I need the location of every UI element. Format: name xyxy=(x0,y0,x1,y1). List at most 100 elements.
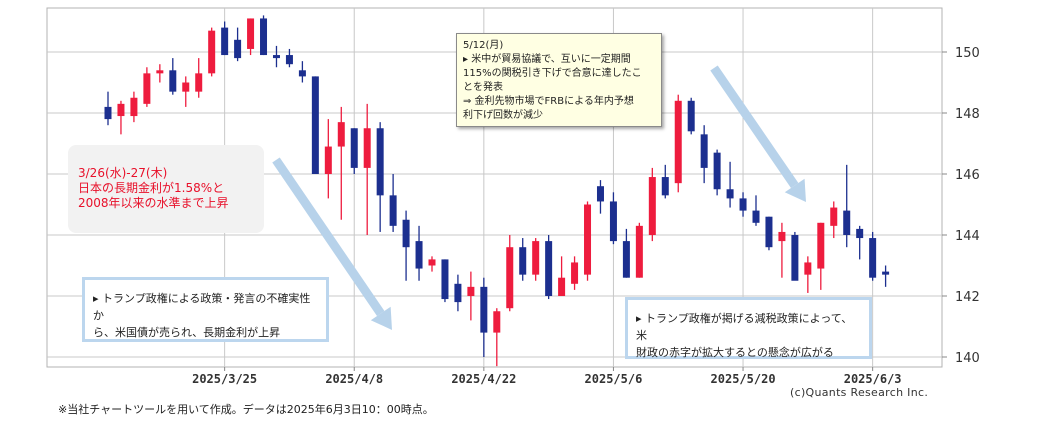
y-tick-label: 144 xyxy=(955,229,980,244)
annotation-jp-yield-line: 3/26(水)-27(木) xyxy=(78,166,168,180)
candle-body xyxy=(169,70,177,92)
candle-body xyxy=(532,241,540,275)
candle-body xyxy=(726,189,734,199)
x-tick-label: 2025/6/3 xyxy=(844,372,902,386)
candle-body xyxy=(804,262,812,275)
candle-body xyxy=(596,186,604,202)
candle-body xyxy=(389,195,397,226)
candle-body xyxy=(324,146,332,174)
candle-body xyxy=(182,82,190,92)
candle-body xyxy=(739,198,747,211)
candle-body xyxy=(558,277,566,296)
y-tick-label: 150 xyxy=(955,46,980,61)
candle-body xyxy=(402,219,410,248)
candle-body xyxy=(584,204,592,275)
candle-body xyxy=(195,73,203,92)
candle-body xyxy=(117,103,125,117)
candle-body xyxy=(752,210,760,223)
candle-body xyxy=(234,39,242,59)
annotation-trade-line: ⇒ 金利先物市場でFRBによる年内予想 xyxy=(463,96,634,107)
candle-body xyxy=(778,231,786,242)
candle-body xyxy=(363,128,371,168)
candle-body xyxy=(428,259,436,266)
annotation-trade-deal: 5/12(月) ▸ 米中が貿易協議で、互いに一定期間 115%の関税引き下げで合… xyxy=(456,33,662,127)
candle-body xyxy=(337,122,345,147)
candle-body xyxy=(272,55,280,59)
candle-body xyxy=(609,201,617,242)
candle-body xyxy=(791,235,799,281)
annotation-fiscal-line: ▸ トランプ政権が掲げる減税政策によって、米 xyxy=(636,312,853,342)
annotation-trade-line: ▸ 米中が貿易協議で、互いに一定期間 xyxy=(463,54,631,65)
candle-body xyxy=(467,286,475,296)
y-tick-label: 148 xyxy=(955,107,980,122)
annotation-jp-yield-line: 2008年以来の水準まで上昇 xyxy=(78,196,229,210)
candle-body xyxy=(298,70,306,77)
candle-body xyxy=(130,97,138,117)
candle-body xyxy=(519,247,527,275)
candle-body xyxy=(648,177,656,235)
candle-body xyxy=(882,271,890,275)
candle-body xyxy=(311,76,319,174)
annotation-trade-line: 利下げ回数が減少 xyxy=(463,110,543,121)
y-tick-label: 146 xyxy=(955,168,980,183)
annotation-fiscal-line: 財政の赤字が拡大するとの懸念が広がる xyxy=(636,346,834,359)
candle-body xyxy=(376,128,384,196)
candle-body xyxy=(441,259,449,300)
candle-body xyxy=(104,106,112,120)
annotation-trade-line: 5/12(月) xyxy=(463,40,504,51)
candle-body xyxy=(622,241,630,278)
candle-body xyxy=(260,18,268,56)
copyright-text: (c)Quants Research Inc. xyxy=(790,386,929,399)
annotation-fiscal-deficit: ▸ トランプ政権が掲げる減税政策によって、米 財政の赤字が拡大するとの懸念が広が… xyxy=(625,297,872,359)
candle-body xyxy=(454,283,462,303)
candle-body xyxy=(635,225,643,278)
x-axis-ticks: 2025/3/25 2025/4/8 2025/4/22 2025/5/6 2025/5… xyxy=(192,367,902,386)
trend-arrow-down-april-shaft xyxy=(272,157,385,317)
trend-arrow-down-april-head xyxy=(370,306,392,330)
candle-body xyxy=(143,73,151,104)
y-axis-ticks: 140 142 144 146 148 150 xyxy=(942,46,980,366)
footnote-text: ※当社チャートツールを用いて作成。データは2025年6月3日10：00時点。 xyxy=(58,403,434,416)
candle-body xyxy=(661,177,669,196)
candle-body xyxy=(208,30,216,74)
annotation-jp-yield: 3/26(水)-27(木) 日本の長期金利が1.58%と 2008年以来の水準ま… xyxy=(68,145,264,233)
candle-body xyxy=(830,207,838,226)
candle-body xyxy=(856,228,864,239)
trend-arrow-down-may-head xyxy=(784,178,806,202)
annotation-policy-line: ▸ トランプ政権による政策・発言の不確実性か xyxy=(93,292,311,322)
candle-body xyxy=(545,241,553,296)
annotation-trade-line: 115%の関税引き下げで合意に達したこ xyxy=(463,68,642,79)
candle-body xyxy=(713,152,721,190)
candles xyxy=(104,15,890,367)
annotation-jp-yield-line: 日本の長期金利が1.58%と xyxy=(78,181,225,195)
annotation-policy-uncertainty: ▸ トランプ政権による政策・発言の不確実性か ら、米国債が売られ、長期金利が上昇 xyxy=(82,277,329,342)
candle-body xyxy=(765,216,773,248)
candle-body xyxy=(480,286,488,333)
candle-body xyxy=(687,100,695,132)
y-tick-label: 142 xyxy=(955,290,980,305)
candle-body xyxy=(817,222,825,269)
x-tick-label: 2025/4/22 xyxy=(451,372,516,386)
x-tick-label: 2025/3/25 xyxy=(192,372,257,386)
trend-arrow-down-may-shaft xyxy=(710,65,799,189)
x-tick-label: 2025/5/20 xyxy=(711,372,776,386)
candle-body xyxy=(700,134,708,168)
candle-body xyxy=(221,27,229,56)
candle-body xyxy=(674,100,682,184)
candle-body xyxy=(350,128,358,168)
candle-body xyxy=(843,210,851,235)
candle-body xyxy=(869,238,877,278)
candle-body xyxy=(506,247,514,309)
y-tick-label: 140 xyxy=(955,351,980,366)
x-tick-label: 2025/5/6 xyxy=(585,372,643,386)
annotation-policy-line: ら、米国債が売られ、長期金利が上昇 xyxy=(93,326,281,339)
trend-arrows xyxy=(272,65,806,330)
candle-body xyxy=(156,70,164,74)
candle-body xyxy=(285,55,293,65)
annotation-trade-line: とを発表 xyxy=(463,82,503,93)
candle-body xyxy=(247,18,255,49)
candle-body xyxy=(415,241,423,269)
candle-body xyxy=(493,311,501,333)
candle-body xyxy=(571,262,579,284)
x-tick-label: 2025/4/8 xyxy=(325,372,383,386)
